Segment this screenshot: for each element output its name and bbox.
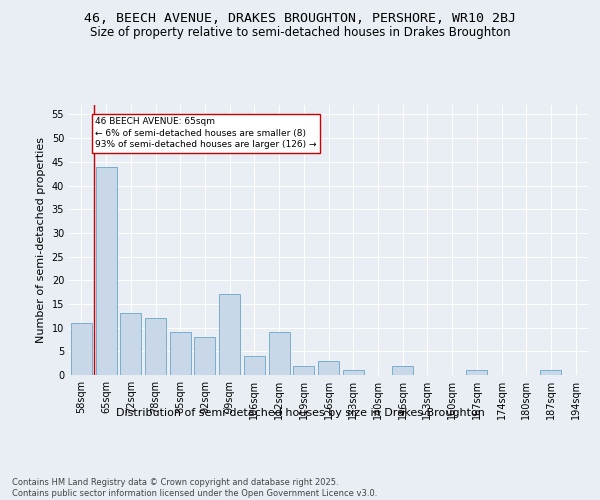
Bar (170, 332, 191, 375)
Bar (392, 366, 413, 375)
Bar (269, 332, 290, 375)
Bar (244, 356, 265, 375)
Bar (71, 323, 92, 375)
Bar (466, 370, 487, 375)
Bar (541, 370, 562, 375)
Text: 46, BEECH AVENUE, DRAKES BROUGHTON, PERSHORE, WR10 2BJ: 46, BEECH AVENUE, DRAKES BROUGHTON, PERS… (84, 12, 516, 26)
Text: Contains HM Land Registry data © Crown copyright and database right 2025.
Contai: Contains HM Land Registry data © Crown c… (12, 478, 377, 498)
Bar (145, 318, 166, 375)
Bar (318, 361, 339, 375)
Bar (95, 166, 116, 375)
Bar (343, 370, 364, 375)
Text: 46 BEECH AVENUE: 65sqm
← 6% of semi-detached houses are smaller (8)
93% of semi-: 46 BEECH AVENUE: 65sqm ← 6% of semi-deta… (95, 117, 316, 150)
Bar (219, 294, 240, 375)
Bar (194, 337, 215, 375)
Text: Distribution of semi-detached houses by size in Drakes Broughton: Distribution of semi-detached houses by … (116, 408, 484, 418)
Bar (293, 366, 314, 375)
Bar (120, 314, 141, 375)
Text: Size of property relative to semi-detached houses in Drakes Broughton: Size of property relative to semi-detach… (89, 26, 511, 39)
Y-axis label: Number of semi-detached properties: Number of semi-detached properties (36, 137, 46, 343)
